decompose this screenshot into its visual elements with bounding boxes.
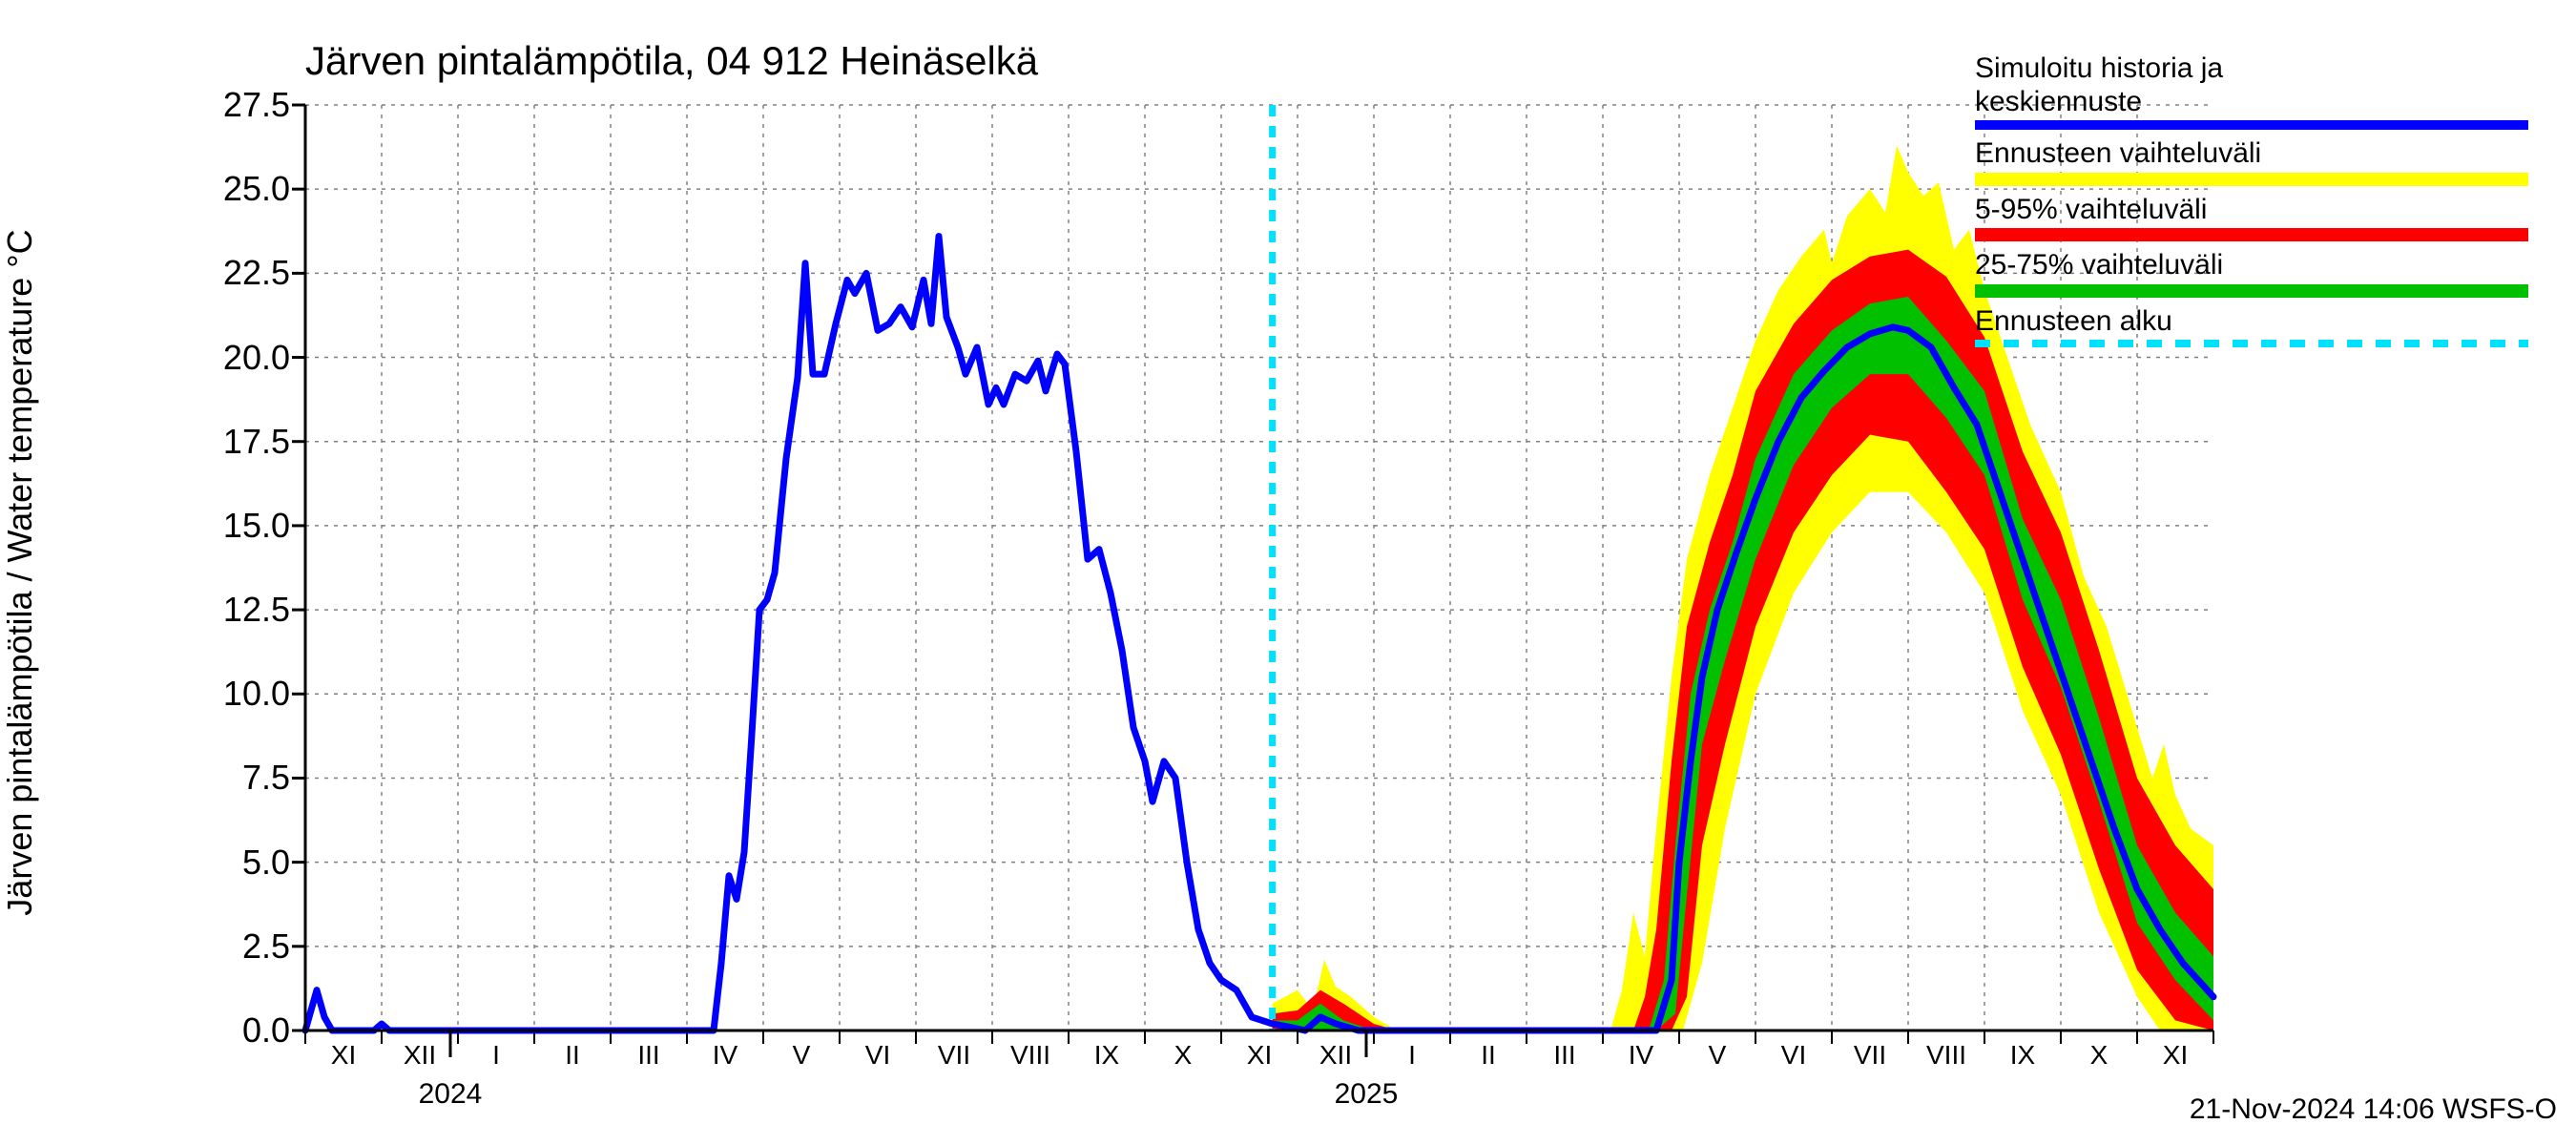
legend-swatch <box>1975 340 2528 347</box>
x-tick-label: III <box>1553 1040 1575 1071</box>
x-tick-label: XII <box>404 1040 436 1071</box>
legend-swatch <box>1975 284 2528 298</box>
legend-item: 25-75% vaihteluväli <box>1975 249 2547 298</box>
legend-label: Ennusteen alku <box>1975 305 2547 339</box>
y-tick-label: 5.0 <box>242 843 290 883</box>
chart-container: Järven pintalämpötila / Water temperatur… <box>0 0 2576 1145</box>
x-tick-label: VII <box>1854 1040 1886 1071</box>
x-year-label: 2025 <box>1335 1078 1399 1111</box>
x-tick-label: IX <box>1094 1040 1119 1071</box>
y-tick-label: 22.5 <box>223 253 290 293</box>
y-tick-label: 17.5 <box>223 422 290 462</box>
x-tick-label: XI <box>2163 1040 2188 1071</box>
legend-item: Ennusteen vaihteluväli <box>1975 137 2547 186</box>
legend-label: 25-75% vaihteluväli <box>1975 249 2547 282</box>
legend-label: Ennusteen vaihteluväli <box>1975 137 2547 171</box>
x-tick-label: I <box>492 1040 500 1071</box>
x-tick-label: III <box>637 1040 659 1071</box>
x-tick-label: XI <box>331 1040 356 1071</box>
x-tick-label: VII <box>938 1040 970 1071</box>
x-tick-label: V <box>793 1040 811 1071</box>
legend-swatch <box>1975 228 2528 241</box>
x-tick-label: VI <box>865 1040 890 1071</box>
y-tick-label: 27.5 <box>223 85 290 125</box>
x-tick-label: II <box>565 1040 580 1071</box>
x-tick-label: IV <box>713 1040 737 1071</box>
x-tick-label: VIII <box>1926 1040 1966 1071</box>
x-year-label: 2024 <box>419 1078 483 1111</box>
legend-label: Simuloitu historia jakeskiennuste <box>1975 52 2547 118</box>
legend-item: Simuloitu historia jakeskiennuste <box>1975 52 2547 130</box>
y-tick-label: 20.0 <box>223 338 290 378</box>
y-tick-label: 15.0 <box>223 506 290 546</box>
y-tick-label: 0.0 <box>242 1010 290 1051</box>
x-tick-label: VI <box>1781 1040 1806 1071</box>
plot-area <box>305 105 2213 1030</box>
y-tick-label: 10.0 <box>223 674 290 714</box>
x-tick-label: X <box>1174 1040 1193 1071</box>
x-tick-label: X <box>2090 1040 2109 1071</box>
x-tick-label: V <box>1709 1040 1727 1071</box>
x-tick-label: IV <box>1629 1040 1653 1071</box>
x-tick-label: II <box>1481 1040 1496 1071</box>
x-tick-label: XI <box>1247 1040 1272 1071</box>
legend: Simuloitu historia jakeskiennuste Ennuste… <box>1975 52 2547 355</box>
y-tick-label: 7.5 <box>242 758 290 798</box>
x-tick-label: VIII <box>1010 1040 1050 1071</box>
x-tick-label: I <box>1408 1040 1416 1071</box>
x-tick-label: XII <box>1319 1040 1352 1071</box>
legend-swatch <box>1975 173 2528 186</box>
y-tick-label: 12.5 <box>223 590 290 630</box>
chart-title: Järven pintalämpötila, 04 912 Heinäselkä <box>305 38 1038 84</box>
legend-item: 5-95% vaihteluväli <box>1975 194 2547 242</box>
legend-label: 5-95% vaihteluväli <box>1975 194 2547 227</box>
legend-item: Ennusteen alku <box>1975 305 2547 348</box>
y-tick-label: 25.0 <box>223 169 290 209</box>
legend-swatch <box>1975 120 2528 130</box>
x-tick-label: IX <box>2010 1040 2035 1071</box>
timestamp-label: 21-Nov-2024 14:06 WSFS-O <box>2190 1093 2557 1126</box>
y-tick-label: 2.5 <box>242 926 290 967</box>
